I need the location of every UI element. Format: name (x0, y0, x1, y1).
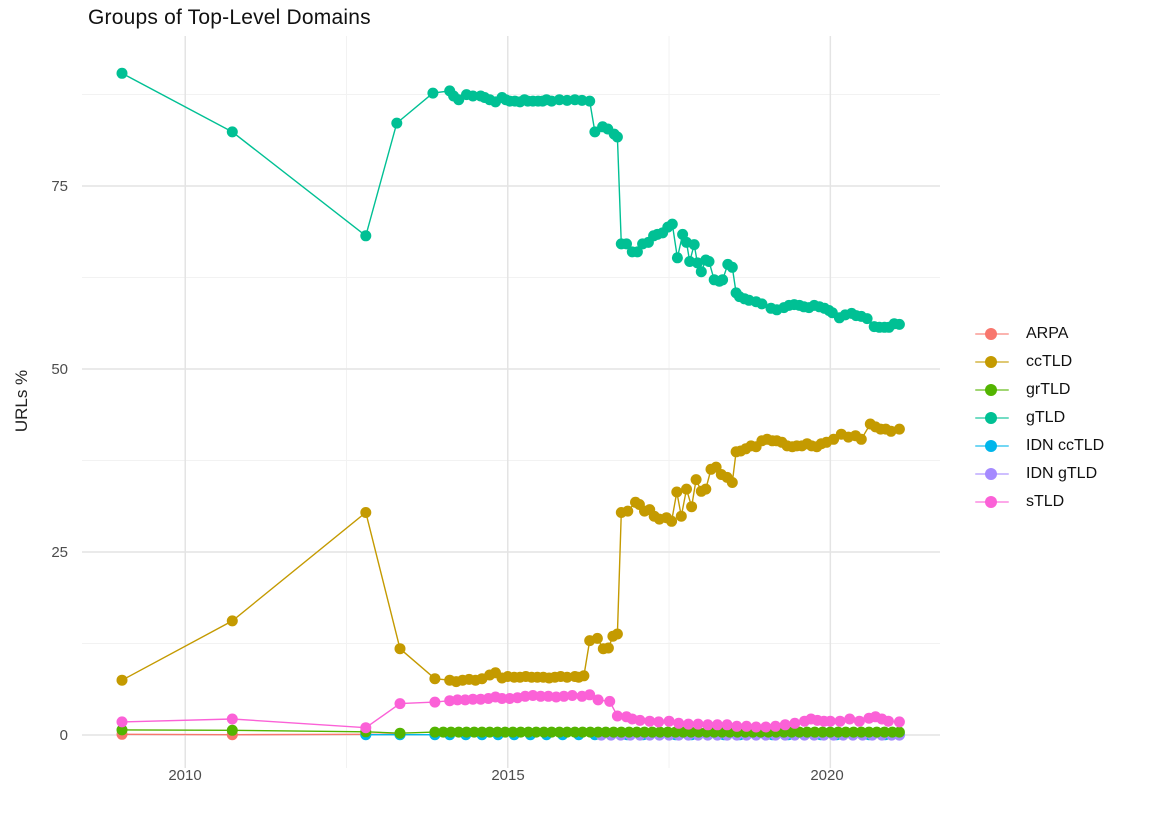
legend-label: IDN gTLD (1026, 465, 1098, 482)
gridlines (82, 36, 940, 768)
chart-title: Groups of Top-Level Domains (88, 6, 371, 29)
legend-item-idn-cctld: IDN ccTLD (975, 432, 1104, 460)
legend: ARPA ccTLD grTLD gTLD IDN ccTLD IDN gTLD… (975, 320, 1104, 516)
legend-marker-idn-gtld (975, 467, 1009, 481)
y-tick-50: 50 (51, 361, 68, 378)
legend-item-idn-gtld: IDN gTLD (975, 460, 1104, 488)
legend-label: sTLD (1026, 493, 1065, 510)
legend-label: gTLD (1026, 409, 1066, 426)
legend-marker-grtld (975, 383, 1009, 397)
legend-marker-cctld (975, 355, 1009, 369)
y-tick-0: 0 (59, 727, 68, 744)
legend-label: ccTLD (1026, 353, 1073, 370)
legend-label: grTLD (1026, 381, 1071, 398)
legend-label: ARPA (1026, 325, 1069, 342)
x-tick-2010: 2010 (168, 767, 202, 784)
legend-item-arpa: ARPA (975, 320, 1104, 348)
legend-marker-gtld (975, 411, 1009, 425)
legend-item-stld: sTLD (975, 488, 1104, 516)
legend-marker-arpa (975, 327, 1009, 341)
legend-item-grtld: grTLD (975, 376, 1104, 404)
series-stld (116, 689, 905, 734)
y-tick-75: 75 (51, 178, 68, 195)
x-tick-2020: 2020 (810, 767, 844, 784)
series-cctld (116, 418, 905, 688)
series-grtld (116, 724, 905, 739)
legend-item-gtld: gTLD (975, 404, 1104, 432)
y-tick-25: 25 (51, 544, 68, 561)
x-tick-2015: 2015 (491, 767, 525, 784)
legend-marker-stld (975, 495, 1009, 509)
series-gtld (116, 67, 905, 333)
legend-label: IDN ccTLD (1026, 437, 1105, 454)
legend-item-cctld: ccTLD (975, 348, 1104, 376)
legend-marker-idn-cctld (975, 439, 1009, 453)
